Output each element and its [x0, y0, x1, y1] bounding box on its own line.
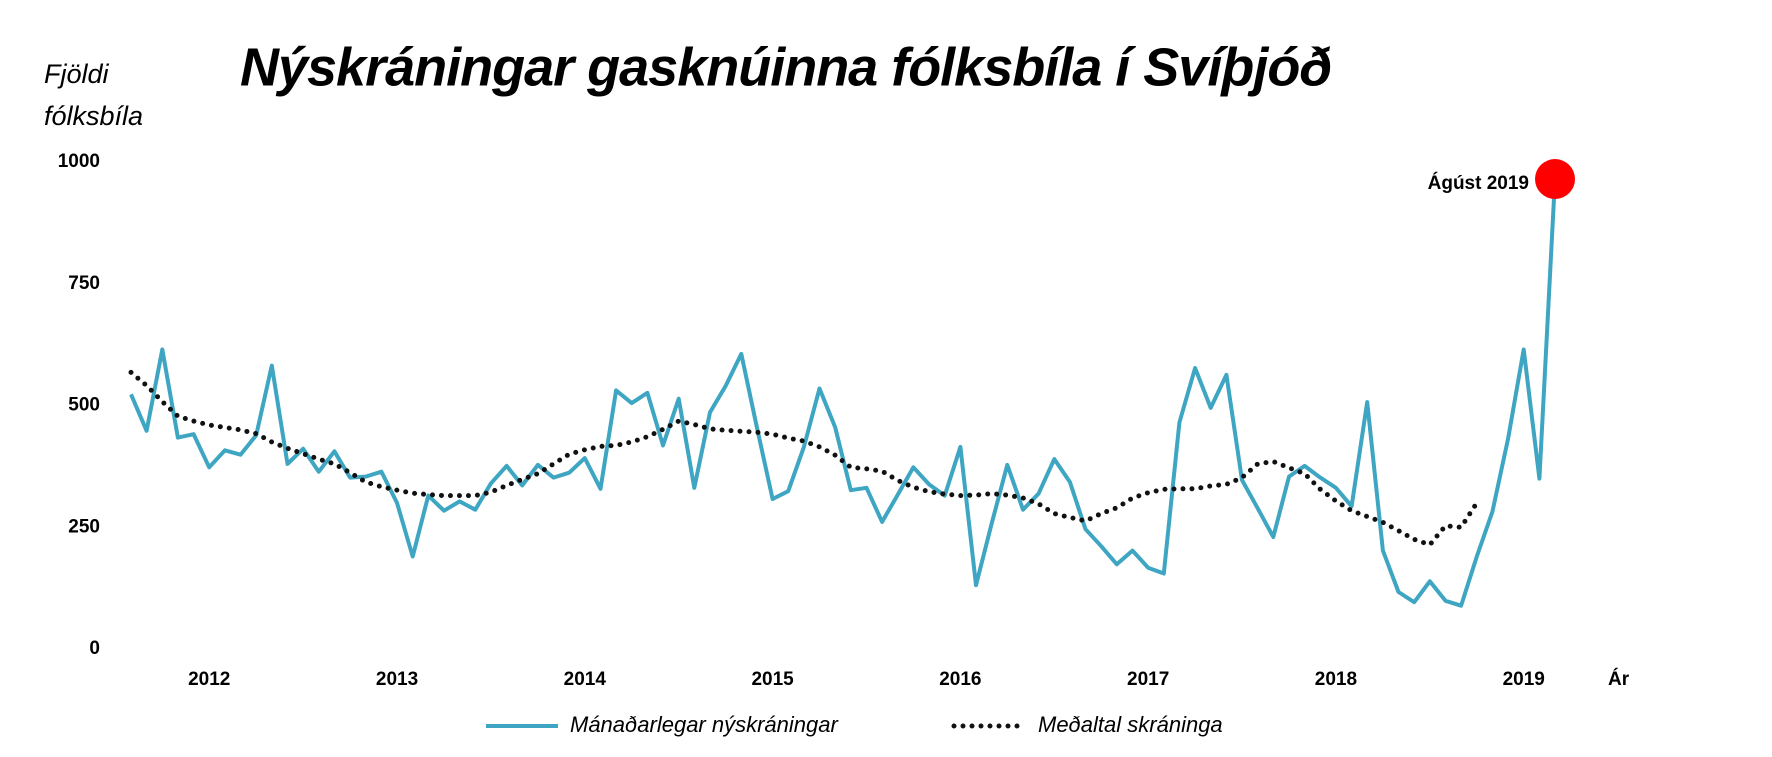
y-tick-label: 0 [89, 638, 100, 659]
legend-label: Mánaðarlegar nýskráningar [570, 712, 839, 737]
x-tick-label: 2015 [751, 669, 794, 690]
x-tick-label: 2019 [1503, 669, 1545, 690]
series-line [129, 178, 1557, 608]
series-line [128, 369, 1480, 548]
y-tick-label: 1000 [58, 151, 100, 172]
x-tick-label: 2014 [564, 669, 607, 690]
highlight-dot [1535, 159, 1575, 200]
y-tick-label: 250 [68, 516, 100, 537]
legend-label: Meðaltal skráninga [1038, 712, 1223, 737]
y-axis-label: Fjöldi [44, 59, 110, 89]
x-tick-label: 2012 [188, 669, 230, 690]
y-tick-label: 500 [68, 395, 100, 416]
x-tick-label: 2013 [376, 669, 418, 690]
y-tick-label: 750 [68, 273, 100, 294]
annotation: Ágúst 2019 [1428, 172, 1529, 194]
x-tick-label: 2018 [1315, 669, 1357, 690]
x-tick-label: 2017 [1127, 669, 1169, 690]
y-axis-label: fólksbíla [44, 101, 143, 131]
chart-title: Nýskráningar gasknúinna fólksbíla í Svíþ… [240, 37, 1331, 97]
x-axis-label: Ár [1608, 668, 1630, 690]
x-tick-label: 2016 [939, 669, 981, 690]
